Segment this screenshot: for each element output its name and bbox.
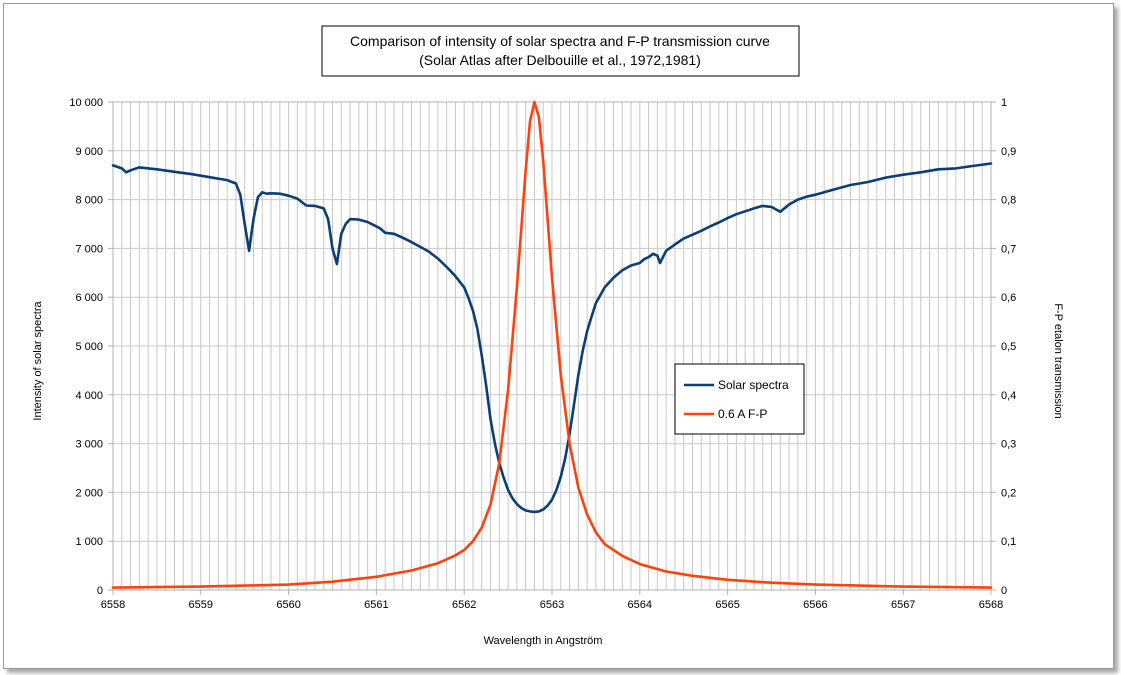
y2-tick-label: 0,7 [1001,243,1016,255]
y2-tick-label: 0,5 [1001,341,1016,353]
title-box: Comparison of intensity of solar spectra… [321,25,800,77]
y2-tick-label: 0,2 [1001,487,1016,499]
x-axis-ticks: 6558 6559 6560 6561 6562 6563 6564 6565 6566 6567… [101,590,1003,611]
y2-tick-label: 0,6 [1001,292,1016,304]
legend-label-fp: 0.6 A F-P [718,407,767,421]
chart-frame: Comparison of intensity of solar spectra… [3,3,1114,669]
x-tick-label: 6559 [189,599,213,611]
y2-axis-title: F-P etalon transmission [1052,303,1064,418]
y2-tick-label: 0,3 [1001,439,1016,451]
series-line-fp-transmission [111,100,993,589]
legend: Solar spectra 0.6 A F-P [674,363,805,435]
x-axis-title: Wavelength in Angström [484,635,603,647]
y-tick-label: 3 000 [75,439,103,451]
y2-tick-label: 0,8 [1001,195,1016,207]
x-tick-label: 6564 [628,599,652,611]
y-axis-title: Intensity of solar spectra [32,301,44,421]
y2-tick-label: 0,4 [1001,390,1016,402]
chart-canvas: Comparison of intensity of solar spectra… [32,25,1064,647]
y-tick-label: 9 000 [75,146,103,158]
y-tick-label: 1 000 [75,536,103,548]
y-tick-label: 7 000 [75,243,103,255]
x-tick-label: 6566 [803,599,827,611]
y2-tick-label: 0,9 [1001,146,1016,158]
x-tick-label: 6561 [364,599,388,611]
y2-tick-label: 1 [1001,97,1007,109]
chart-subtitle: (Solar Atlas after Delbouille et al., 19… [419,52,701,68]
series-lines [111,100,993,589]
y-tick-label: 4 000 [75,390,103,402]
y-tick-label: 0 [97,585,103,597]
x-tick-label: 6562 [452,599,476,611]
y2-axis-ticks: 0 0,1 0,2 0,3 0,4 0,5 0,6 0,7 0,8 0,9 1 [991,97,1016,597]
x-tick-label: 6558 [101,599,125,611]
y-tick-label: 10 000 [69,97,103,109]
x-tick-label: 6563 [540,599,564,611]
x-tick-label: 6568 [979,599,1003,611]
y-tick-label: 5 000 [75,341,103,353]
y2-tick-label: 0,1 [1001,536,1016,548]
legend-label-solar-spectra: Solar spectra [718,378,789,392]
title-border [321,25,800,77]
y2-tick-label: 0 [1001,585,1007,597]
series-line-solar-spectra [111,162,993,514]
chart-title: Comparison of intensity of solar spectra… [350,33,770,49]
x-tick-label: 6560 [276,599,300,611]
grid [113,102,991,590]
y-tick-label: 2 000 [75,487,103,499]
x-tick-label: 6567 [891,599,915,611]
y-tick-label: 6 000 [75,292,103,304]
y-axis-ticks: 0 1 000 2 000 3 000 4 000 5 000 6 000 7 000 8 00… [69,97,113,597]
y-tick-label: 8 000 [75,195,103,207]
legend-box [674,363,805,435]
x-tick-label: 6565 [715,599,739,611]
